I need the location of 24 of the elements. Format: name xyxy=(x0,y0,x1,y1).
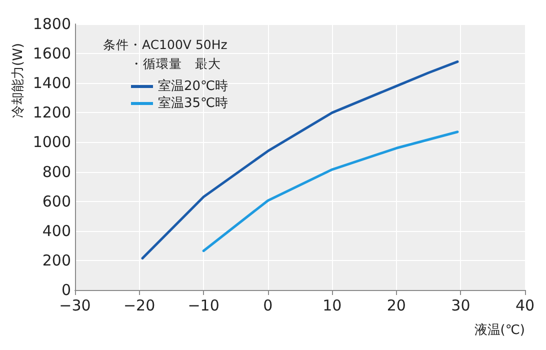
y-tick-label: 1400 xyxy=(32,74,71,92)
y-tick-label: 400 xyxy=(42,222,71,240)
x-tick-label: −10 xyxy=(188,296,220,314)
y-tick-label: 1800 xyxy=(32,15,71,33)
y-axis-title: 冷却能力(W) xyxy=(11,43,26,118)
legend-label: 室温35℃時 xyxy=(158,95,228,111)
y-tick-label: 800 xyxy=(42,162,71,181)
x-tick-label: 40 xyxy=(515,296,535,314)
y-tick-label: 1000 xyxy=(32,133,71,152)
y-tick-label: 1200 xyxy=(32,104,71,122)
x-tick-label: 30 xyxy=(451,296,470,314)
y-tick-label: 200 xyxy=(42,251,71,270)
x-tick-label: 0 xyxy=(263,296,273,314)
annotation: 条件・AC100V 50Hz xyxy=(103,37,228,52)
x-tick-label: −30 xyxy=(59,296,91,314)
y-tick-label: 600 xyxy=(42,192,71,210)
legend-label: 室温20℃時 xyxy=(158,78,228,94)
x-axis-title: 液温(℃) xyxy=(474,323,525,338)
x-tick-label: 20 xyxy=(386,296,406,314)
x-tick-label: −20 xyxy=(123,296,156,314)
line-series xyxy=(202,130,459,252)
y-tick-label: 1600 xyxy=(32,44,71,63)
x-tick-label: 10 xyxy=(322,296,342,314)
y-tick-label: 0 xyxy=(61,281,71,299)
